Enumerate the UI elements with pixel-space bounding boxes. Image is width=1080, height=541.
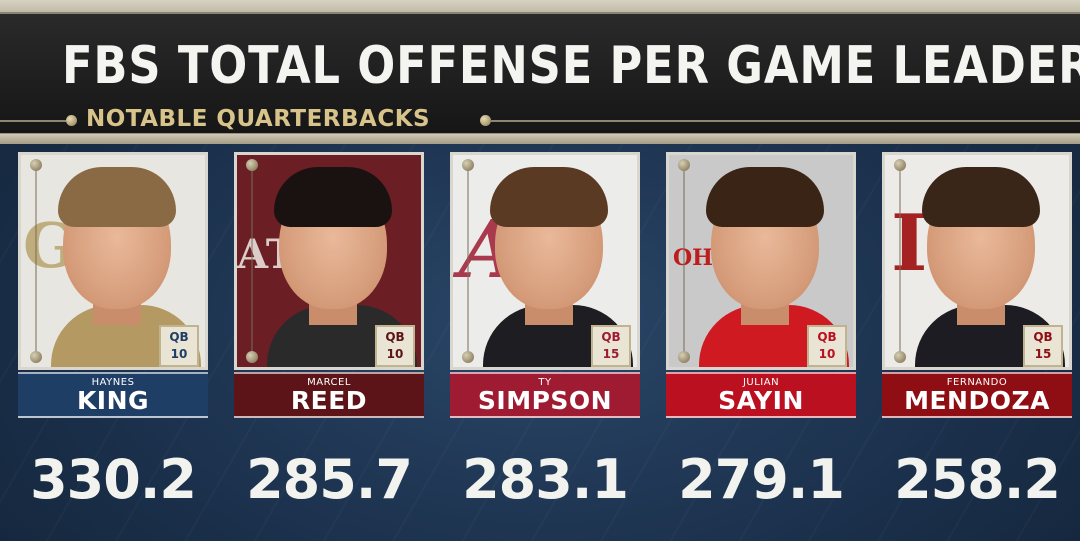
- total-offense-stat: 283.1: [462, 448, 629, 511]
- player-photo: IU QB 15: [882, 152, 1072, 370]
- card-stud-top: [678, 159, 690, 171]
- position-label: QB: [601, 330, 621, 344]
- name-plate: MARCEL REED: [234, 372, 424, 418]
- player-photo: ATM QB 10: [234, 152, 424, 370]
- position-label: QB: [1033, 330, 1053, 344]
- first-name: FERNANDO: [946, 377, 1008, 388]
- card-stud-bottom: [462, 351, 474, 363]
- jersey-number: 15: [1034, 347, 1052, 361]
- player-hair: [58, 167, 176, 227]
- position-badge: QB 15: [1023, 325, 1063, 367]
- subtitle-row: NOTABLE QUARTERBACKS: [0, 106, 1080, 136]
- total-offense-stat: 285.7: [246, 448, 413, 511]
- jersey-number: 10: [818, 347, 836, 361]
- subtitle-stud-right: [480, 115, 491, 126]
- card-stud-bottom: [678, 351, 690, 363]
- last-name: SIMPSON: [477, 386, 613, 415]
- name-plate: TY SIMPSON: [450, 372, 640, 418]
- graphic-subtitle: NOTABLE QUARTERBACKS: [86, 106, 431, 132]
- header-banner: FBS TOTAL OFFENSE PER GAME LEADERS NOTAB…: [0, 12, 1080, 136]
- subtitle-rule-left: [0, 120, 66, 122]
- card-rail: [35, 161, 37, 361]
- player-hair: [922, 167, 1040, 227]
- position-badge: QB 10: [807, 325, 847, 367]
- card-rail: [251, 161, 253, 361]
- subtitle-rule-right: [490, 120, 1080, 122]
- first-name: HAYNES: [91, 377, 135, 388]
- player-hair: [490, 167, 608, 227]
- last-name: KING: [76, 386, 150, 415]
- total-offense-stat: 279.1: [678, 448, 845, 511]
- last-name: SAYIN: [718, 386, 804, 415]
- subtitle-stud-left: [66, 115, 77, 126]
- position-label: QB: [817, 330, 837, 344]
- name-plate: FERNANDO MENDOZA: [882, 372, 1072, 418]
- player-photo: OHIO QB 10: [666, 152, 856, 370]
- top-strip: [0, 0, 1080, 14]
- total-offense-stat: 330.2: [30, 448, 197, 511]
- card-rail: [467, 161, 469, 361]
- card-stud-top: [246, 159, 258, 171]
- jersey-number: 10: [170, 347, 188, 361]
- card-stud-bottom: [246, 351, 258, 363]
- card-stud-top: [462, 159, 474, 171]
- player-photo: A QB 15: [450, 152, 640, 370]
- card-stud-top: [30, 159, 42, 171]
- card-stud-top: [894, 159, 906, 171]
- player-card: IU QB 15 FERNANDO MENDOZA: [882, 152, 1072, 418]
- name-plate: HAYNES KING: [18, 372, 208, 418]
- first-name: MARCEL: [307, 377, 351, 388]
- player-card: OHIO QB 10 JULIAN SAYIN: [666, 152, 856, 418]
- player-hair: [274, 167, 392, 227]
- card-rail: [899, 161, 901, 361]
- card-stud-bottom: [894, 351, 906, 363]
- player-card: GT QB 10 HAYNES KING: [18, 152, 208, 418]
- position-badge: QB 15: [591, 325, 631, 367]
- position-label: QB: [385, 330, 405, 344]
- player-hair: [706, 167, 824, 227]
- player-card: ATM QB 10 MARCEL REED: [234, 152, 424, 418]
- name-plate: JULIAN SAYIN: [666, 372, 856, 418]
- position-badge: QB 10: [375, 325, 415, 367]
- total-offense-stat: 258.2: [894, 448, 1061, 511]
- player-card: A QB 15 TY SIMPSON: [450, 152, 640, 418]
- graphic-title: FBS TOTAL OFFENSE PER GAME LEADERS: [62, 36, 1080, 96]
- card-rail: [683, 161, 685, 361]
- jersey-number: 10: [386, 347, 404, 361]
- first-name: JULIAN: [742, 377, 780, 388]
- position-badge: QB 10: [159, 325, 199, 367]
- player-photo: GT QB 10: [18, 152, 208, 370]
- last-name: REED: [290, 386, 368, 415]
- position-label: QB: [169, 330, 189, 344]
- jersey-number: 15: [602, 347, 620, 361]
- card-stud-bottom: [30, 351, 42, 363]
- last-name: MENDOZA: [904, 386, 1050, 415]
- banner-bottom-trim: [0, 134, 1080, 144]
- first-name: TY: [538, 377, 552, 388]
